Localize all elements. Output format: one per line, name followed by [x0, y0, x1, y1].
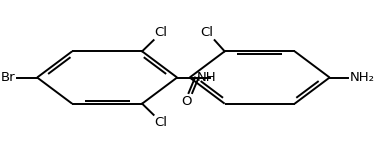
- Text: O: O: [181, 95, 192, 108]
- Text: Cl: Cl: [155, 116, 168, 129]
- Text: NH: NH: [197, 71, 217, 84]
- Text: Cl: Cl: [201, 26, 214, 39]
- Text: NH₂: NH₂: [349, 71, 374, 84]
- Text: Cl: Cl: [155, 26, 168, 39]
- Text: Br: Br: [1, 71, 15, 84]
